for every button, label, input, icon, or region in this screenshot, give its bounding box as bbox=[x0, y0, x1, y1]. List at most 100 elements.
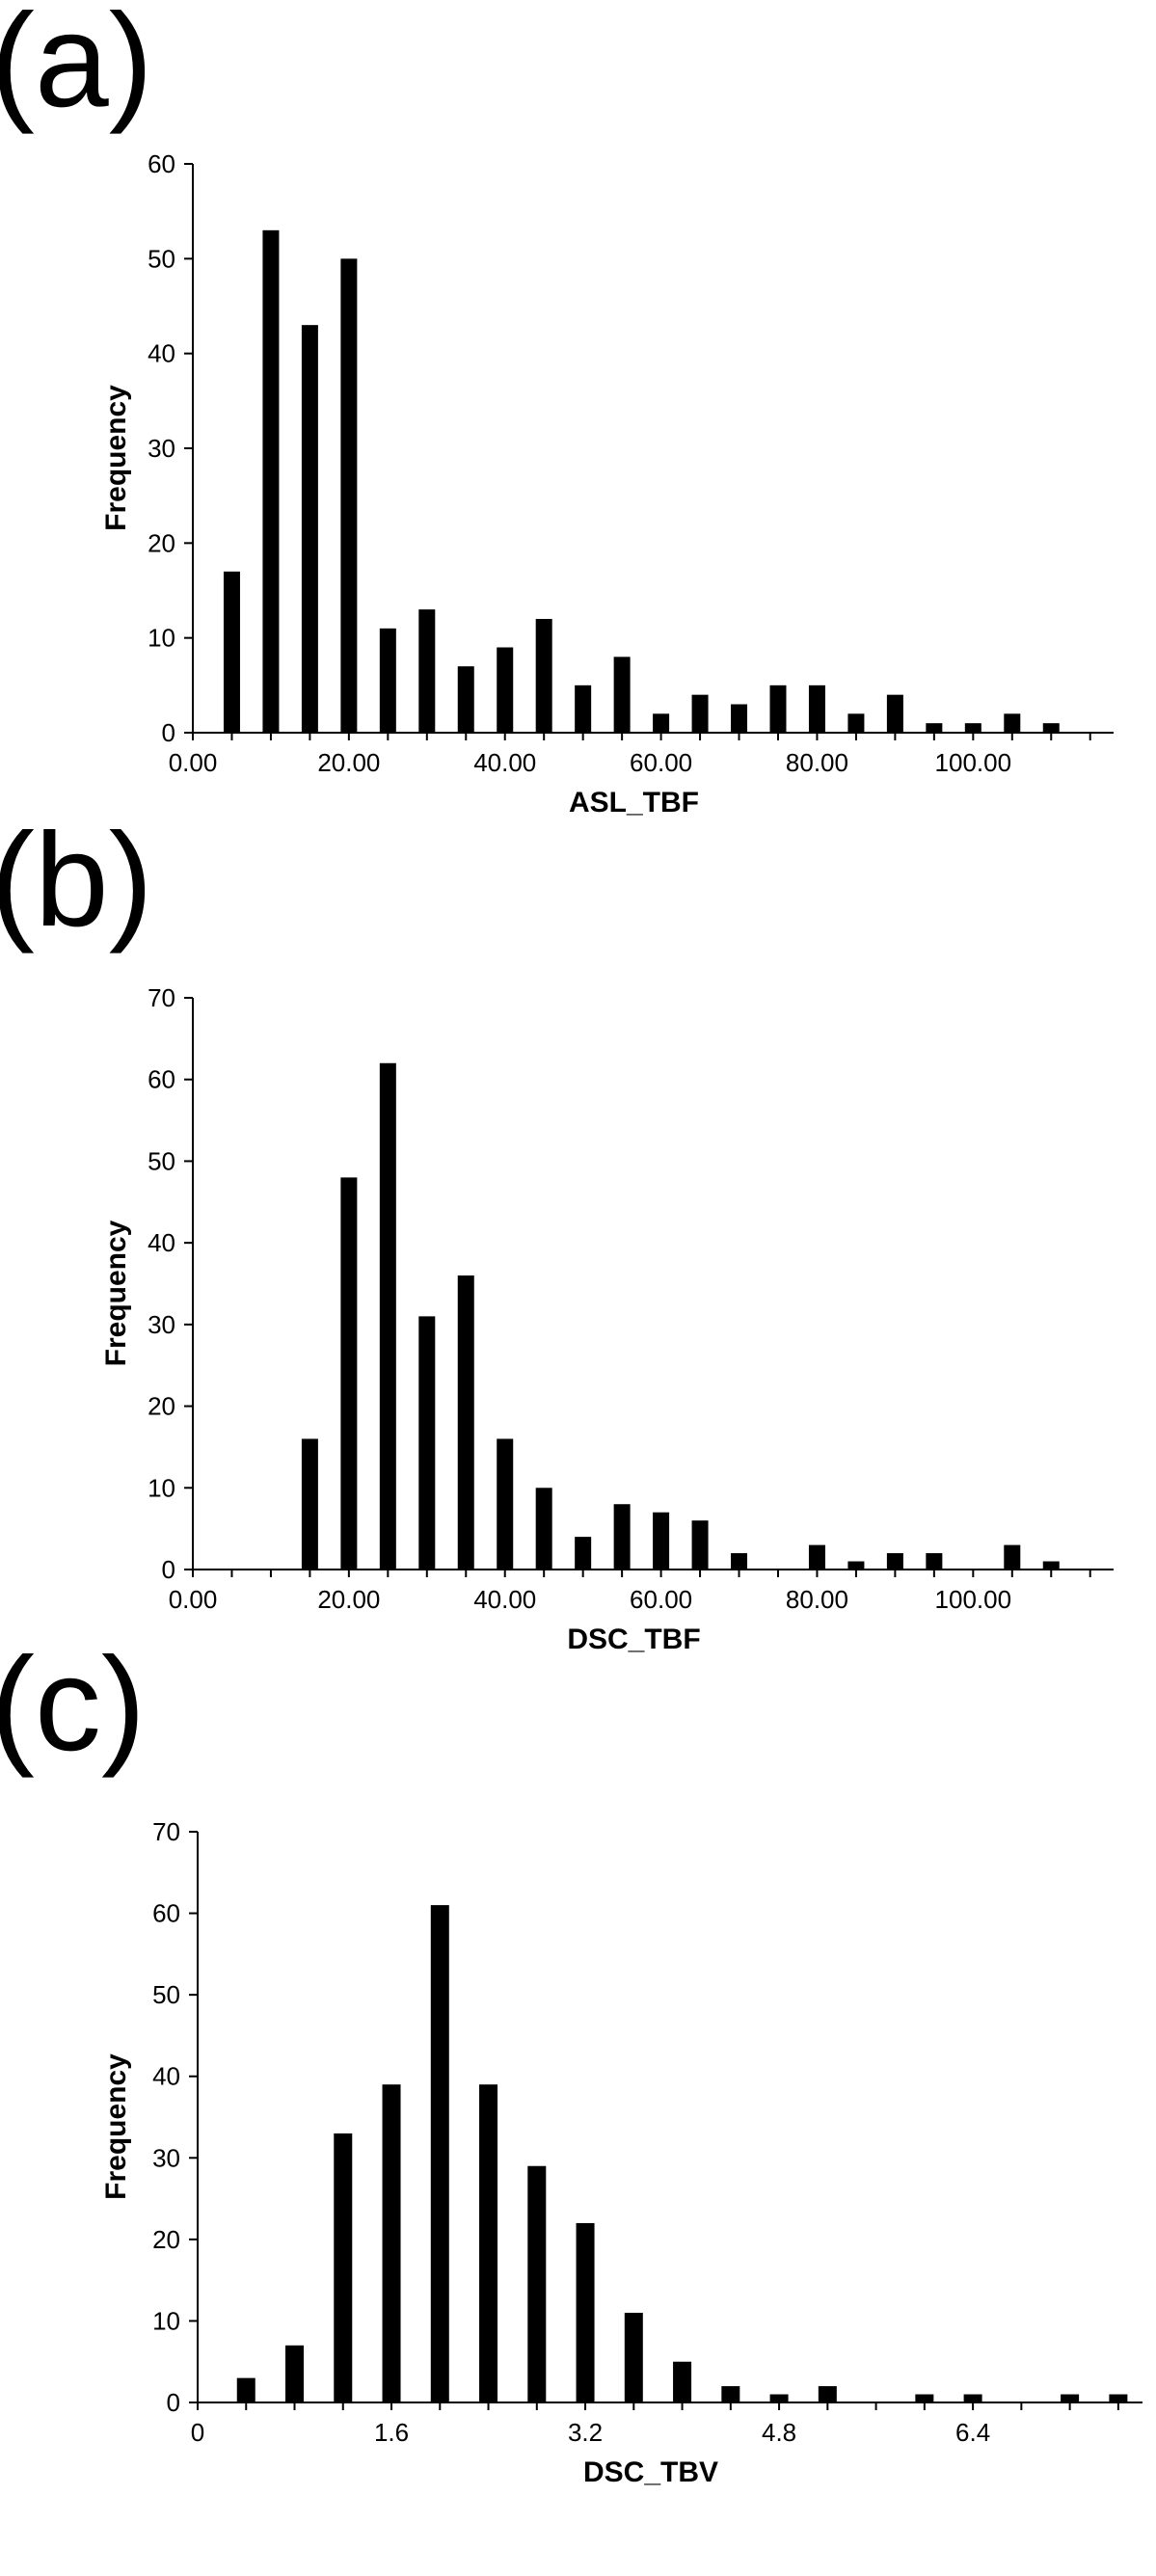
panel-b-bar bbox=[1042, 1561, 1060, 1570]
panel-b-bar bbox=[691, 1520, 709, 1570]
panel-a-x-tick-label: 20.00 bbox=[317, 748, 380, 777]
panel-c-y-tick-label: 30 bbox=[152, 2143, 180, 2172]
panel-a-bar bbox=[926, 723, 943, 733]
panel-c-bar bbox=[576, 2222, 595, 2402]
panel-b-bar bbox=[418, 1316, 436, 1570]
panel-b-y-tick-label: 10 bbox=[148, 1473, 175, 1502]
panel-c-y-axis-title: Frequency bbox=[100, 2053, 132, 2200]
panel-a-bar bbox=[418, 609, 436, 733]
panel-b-x-tick-label: 20.00 bbox=[317, 1585, 380, 1614]
panel-b-y-tick-label: 0 bbox=[162, 1555, 175, 1584]
panel-b-bar bbox=[535, 1488, 552, 1570]
panel-a-bar bbox=[613, 657, 631, 733]
panel-a-x-tick-label: 60.00 bbox=[630, 748, 692, 777]
panel-c-bar bbox=[963, 2394, 982, 2402]
panel-c-y-tick-label: 60 bbox=[152, 1899, 180, 1928]
panel-a-bar bbox=[301, 325, 318, 733]
panel-b-bar bbox=[808, 1544, 825, 1570]
panel-b-y-tick-label: 40 bbox=[148, 1228, 175, 1257]
panel-c-x-axis-title: DSC_TBV bbox=[583, 2456, 718, 2488]
panel-c: (c) 0 10 20 30 40 50 60 70 0 1.6 3.2 4.8 6.4 DSC_TBV… bbox=[0, 1630, 1143, 2488]
panel-a-bar bbox=[808, 684, 825, 733]
panel-a-y-tick-label: 30 bbox=[148, 434, 175, 463]
panel-c-bar bbox=[527, 2165, 547, 2402]
panel-b-y-tick-label: 20 bbox=[148, 1392, 175, 1421]
panel-b-bar bbox=[340, 1177, 358, 1570]
panel-c-bar bbox=[818, 2386, 837, 2402]
panel-b-x-axis-title: DSC_TBF bbox=[567, 1623, 700, 1655]
panel-a-bar bbox=[535, 619, 552, 733]
panel-b: (b) 0 10 20 30 40 50 60 70 0.00 20.00 40.00 60.00 80… bbox=[0, 806, 1114, 1655]
panel-c-bar bbox=[721, 2386, 740, 2402]
panel-c-bar bbox=[334, 2133, 353, 2402]
panel-a-bar bbox=[731, 704, 748, 733]
panel-c-y-tick-label: 0 bbox=[167, 2388, 180, 2417]
panel-a-y-tick-label: 0 bbox=[162, 718, 175, 747]
panel-b-x-tick-label: 40.00 bbox=[473, 1585, 536, 1614]
panel-c-bar bbox=[430, 1905, 449, 2402]
panel-c-bar bbox=[915, 2394, 934, 2402]
panel-b-y-tick-label: 30 bbox=[148, 1310, 175, 1339]
panel-a-x-tick-label: 0.00 bbox=[169, 748, 218, 777]
panel-c-y-tick-label: 50 bbox=[152, 1980, 180, 2009]
panel-a-y-tick-label: 60 bbox=[148, 149, 175, 178]
panel-a-bar bbox=[223, 571, 240, 733]
panel-b-bar bbox=[613, 1504, 631, 1570]
panel-c-x-tick-label: 6.4 bbox=[955, 2418, 990, 2447]
panel-c-y-tick-label: 70 bbox=[152, 1817, 180, 1846]
panel-c-x-tick-label: 4.8 bbox=[762, 2418, 796, 2447]
panel-c-bar bbox=[624, 2312, 643, 2402]
panel-c-bar bbox=[673, 2361, 692, 2402]
panel-a-x-tick-label: 100.00 bbox=[935, 748, 1012, 777]
panel-a-x-tick-label: 40.00 bbox=[473, 748, 536, 777]
panel-b-bar bbox=[886, 1553, 903, 1570]
panel-a-axes: 0 10 20 30 40 50 60 0.00 20.00 40.00 60.00 80.00 100… bbox=[148, 149, 1114, 777]
panel-a-bar bbox=[457, 666, 474, 733]
panel-a-bar bbox=[886, 694, 903, 733]
panel-a-y-tick-label: 50 bbox=[148, 244, 175, 273]
panel-a-bar bbox=[262, 229, 280, 734]
panel-a-label: (a) bbox=[0, 0, 153, 135]
panel-a-bar bbox=[575, 684, 592, 733]
panel-b-bar bbox=[457, 1275, 474, 1570]
panel-c-bars bbox=[236, 1905, 1128, 2402]
panel-b-y-tick-label: 60 bbox=[148, 1065, 175, 1094]
panel-b-bars bbox=[301, 1062, 1060, 1570]
panel-a-y-axis-title: Frequency bbox=[100, 385, 132, 531]
panel-c-axes: 0 10 20 30 40 50 60 70 0 1.6 3.2 4.8 6.4 bbox=[152, 1817, 1143, 2447]
panel-a-bar bbox=[1004, 713, 1021, 733]
panel-b-bar bbox=[301, 1438, 318, 1570]
panel-a-bar bbox=[691, 694, 709, 733]
panel-a-bar bbox=[964, 723, 981, 733]
panel-a-bar bbox=[847, 713, 865, 733]
panel-a-bar bbox=[497, 647, 514, 733]
panel-c-bar bbox=[1109, 2394, 1128, 2402]
panel-c-bar bbox=[479, 2084, 498, 2402]
panel-c-x-tick-label: 0 bbox=[191, 2418, 204, 2447]
panel-a-bar bbox=[379, 628, 396, 733]
panel-b-y-tick-label: 50 bbox=[148, 1146, 175, 1175]
panel-b-bar bbox=[575, 1537, 592, 1570]
panel-c-y-tick-label: 10 bbox=[152, 2306, 180, 2335]
panel-a-bar bbox=[653, 713, 670, 733]
panel-c-bar bbox=[382, 2084, 401, 2402]
panel-b-bar bbox=[1004, 1544, 1021, 1570]
panel-a-bar bbox=[340, 258, 358, 733]
panel-a-x-tick-label: 80.00 bbox=[786, 748, 848, 777]
panel-b-x-tick-label: 80.00 bbox=[786, 1585, 848, 1614]
panel-a-y-tick-label: 10 bbox=[148, 624, 175, 653]
panel-a-y-tick-label: 40 bbox=[148, 339, 175, 368]
panel-c-bar bbox=[285, 2345, 305, 2402]
panel-b-x-tick-label: 0.00 bbox=[169, 1585, 218, 1614]
panel-a: (a) 0 10 20 30 40 50 60 0.00 20.00 40.00 60.00 80.0… bbox=[0, 0, 1114, 818]
panel-b-x-tick-label: 100.00 bbox=[935, 1585, 1012, 1614]
panel-b-bar bbox=[379, 1062, 396, 1570]
panel-b-y-tick-label: 70 bbox=[148, 983, 175, 1012]
panel-a-y-tick-label: 20 bbox=[148, 528, 175, 557]
panel-b-y-axis-title: Frequency bbox=[100, 1220, 132, 1366]
panel-a-bar bbox=[1042, 723, 1060, 733]
panel-c-bar bbox=[1061, 2394, 1080, 2402]
panel-c-y-tick-label: 20 bbox=[152, 2225, 180, 2254]
panel-a-bar bbox=[769, 684, 787, 733]
